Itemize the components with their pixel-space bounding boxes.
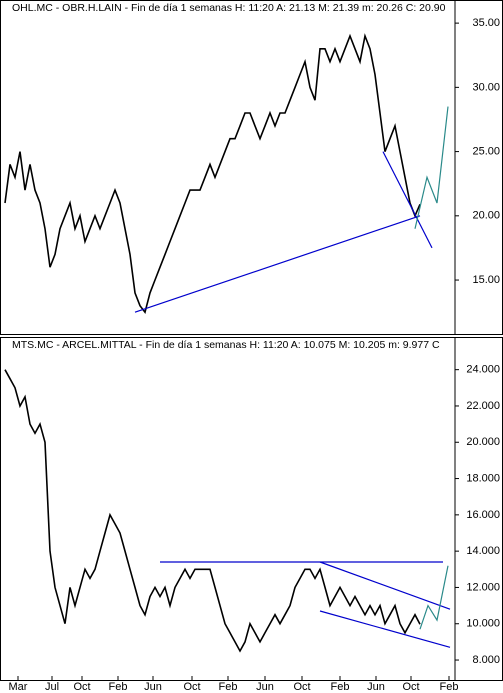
x-tick-label: Jun <box>367 681 385 693</box>
x-tick-label: Feb <box>331 681 350 693</box>
x-tick-label: Oct <box>183 681 200 693</box>
panel-header: MTS.MC - ARCEL.MITTAL - Fin de día 1 sem… <box>12 339 440 351</box>
y-tick-label: 22.000 <box>466 400 500 412</box>
price-line <box>4 369 421 653</box>
y-tick-label: 24.000 <box>466 364 500 376</box>
x-tick-label: Oct <box>73 681 90 693</box>
x-tick-label: Oct <box>293 681 310 693</box>
x-tick-label: Jun <box>256 681 274 693</box>
y-tick-label: 15.00 <box>472 274 500 286</box>
y-tick-label: 30.00 <box>472 81 500 93</box>
y-tick-label: 12.000 <box>466 581 500 593</box>
trendline <box>414 106 449 229</box>
y-tick-label: 10.000 <box>466 618 500 630</box>
price-line <box>4 33 421 314</box>
x-tick-label: Feb <box>440 681 459 693</box>
panel-header: OHL.MC - OBR.H.LAIN - Fin de día 1 seman… <box>12 2 446 14</box>
y-tick-label: 25.00 <box>472 145 500 157</box>
x-tick-label: Mar <box>9 681 28 693</box>
x-tick-label: Jun <box>144 681 162 693</box>
y-tick-label: 20.000 <box>466 436 500 448</box>
x-tick-label: Feb <box>109 681 128 693</box>
trendline <box>382 151 433 249</box>
y-tick-label: 16.000 <box>466 509 500 521</box>
y-tick-label: 14.000 <box>466 545 500 557</box>
trendline <box>319 610 451 648</box>
y-tick-label: 35.00 <box>472 17 500 29</box>
trendline <box>419 565 449 630</box>
header-background <box>2 338 452 351</box>
y-tick-label: 20.00 <box>472 210 500 222</box>
y-tick-label: 18.000 <box>466 472 500 484</box>
trendline <box>319 561 451 610</box>
x-tick-label: Oct <box>402 681 419 693</box>
header-background <box>2 1 452 14</box>
x-tick-label: Feb <box>219 681 238 693</box>
y-tick-label: 8.000 <box>472 654 500 666</box>
trendline <box>134 215 421 313</box>
x-tick-label: Jul <box>45 681 59 693</box>
